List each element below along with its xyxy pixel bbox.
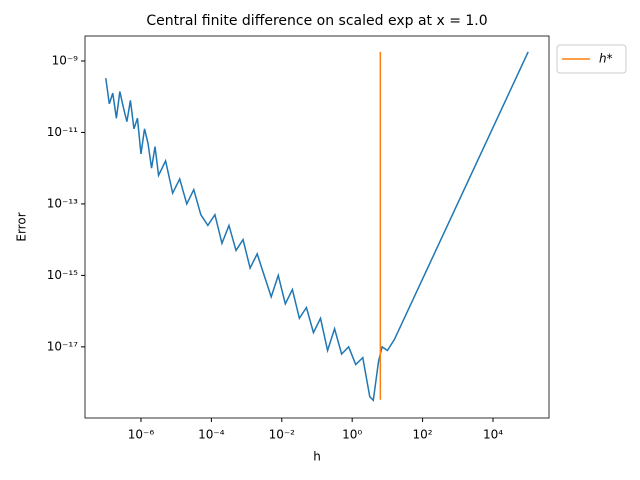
x-axis-label: h	[313, 450, 321, 464]
y-axis-label: Error	[15, 212, 29, 241]
plot-frame	[84, 35, 550, 419]
x-tick-label: 10⁻²	[269, 428, 296, 442]
chart-title: Central finite difference on scaled exp …	[146, 13, 487, 29]
legend-label: h*	[599, 52, 613, 66]
x-tick-label: 10⁻⁴	[198, 428, 225, 442]
x-tick-label: 10⁰	[342, 428, 362, 442]
y-tick-label: 10⁻¹³	[47, 196, 78, 210]
data-line	[105, 51, 529, 402]
y-tick-label: 10⁻⁹	[52, 53, 79, 67]
x-tick-label: 10⁴	[483, 428, 503, 442]
y-tick-label: 10⁻¹⁵	[47, 268, 78, 282]
x-tick-label: 10⁻⁶	[128, 428, 155, 442]
legend-box	[556, 44, 627, 74]
y-tick-label: 10⁻¹⁷	[47, 339, 78, 353]
y-tick-label: 10⁻¹¹	[47, 125, 78, 139]
x-tick-label: 10²	[413, 428, 433, 442]
